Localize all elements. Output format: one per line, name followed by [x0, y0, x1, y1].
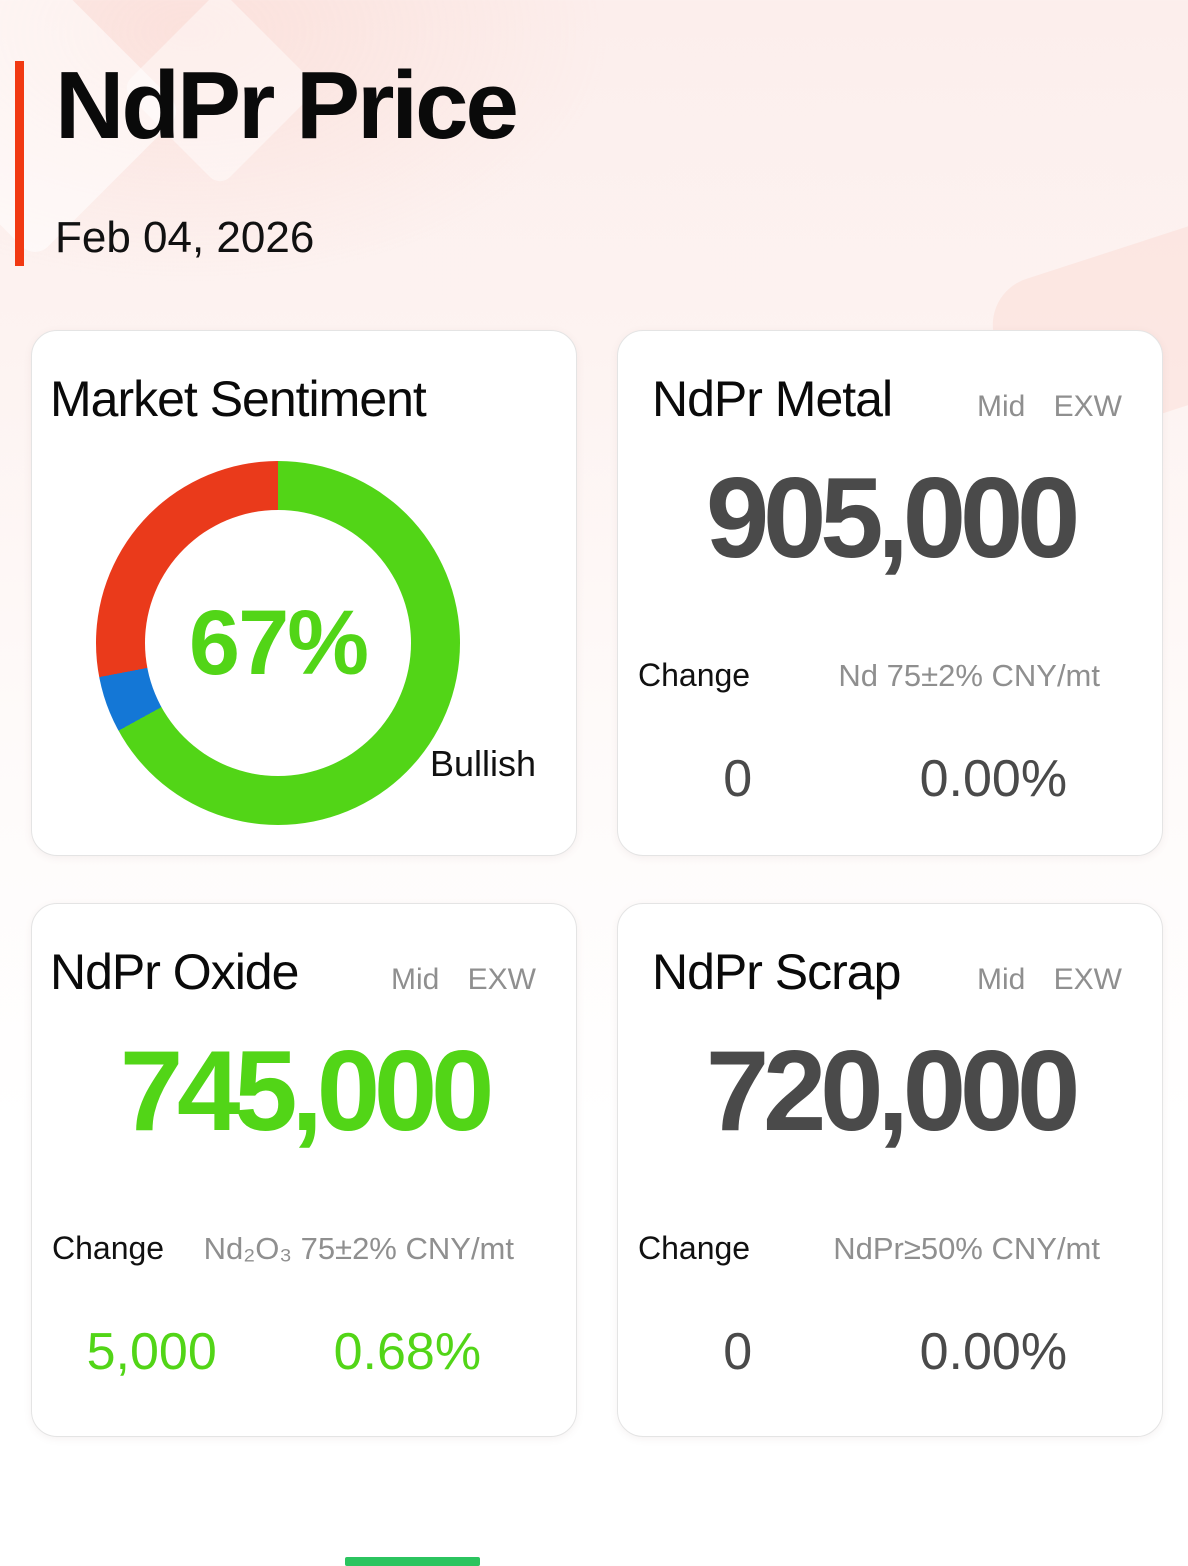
price-value: 720,000 [705, 1028, 1080, 1155]
change-percent: 0.00% [919, 750, 1068, 808]
change-value: 5,000 [86, 1323, 217, 1381]
product-spec: Nd₂O₃ 75±2% CNY/mt [203, 1231, 514, 1266]
tag-exw: EXW [1053, 963, 1122, 996]
card-header: NdPr Oxide Mid EXW [32, 942, 576, 1002]
card-title: NdPr Oxide [50, 944, 299, 1000]
change-row: Change Nd 75±2% CNY/mt [618, 657, 1162, 694]
change-percent: 0.68% [333, 1323, 482, 1381]
page-date: Feb 04, 2026 [55, 213, 315, 262]
card-header: NdPr Scrap Mid EXW [618, 942, 1162, 1002]
product-spec: Nd 75±2% CNY/mt [838, 658, 1100, 693]
sentiment-percentage: 67% [188, 591, 369, 694]
price-type-tags: Mid EXW [977, 390, 1122, 424]
accent-bar [15, 61, 24, 266]
market-sentiment-card: Market Sentiment 67% Bullish [31, 330, 577, 856]
tag-exw: EXW [1053, 390, 1122, 423]
change-value: 0 [723, 1323, 753, 1381]
ndpr-oxide-card: NdPr Oxide Mid EXW 745,000 Change Nd₂O₃ … [31, 903, 577, 1437]
change-row: Change Nd₂O₃ 75±2% CNY/mt [32, 1230, 576, 1267]
product-spec: NdPr≥50% CNY/mt [833, 1231, 1100, 1266]
tag-mid: Mid [390, 963, 440, 996]
change-value: 0 [723, 750, 753, 808]
price-value: 745,000 [119, 1028, 494, 1155]
change-label: Change [638, 1230, 751, 1266]
card-title: Market Sentiment [50, 371, 427, 427]
ndpr-scrap-card: NdPr Scrap Mid EXW 720,000 Change NdPr≥5… [617, 903, 1163, 1437]
tag-mid: Mid [976, 963, 1026, 996]
price-type-tags: Mid EXW [391, 963, 536, 997]
bottom-progress-bar [345, 1557, 480, 1566]
donut-hole: 67% [145, 510, 411, 776]
change-label: Change [638, 657, 751, 693]
card-title: NdPr Metal [652, 371, 893, 427]
price-value: 905,000 [705, 455, 1080, 582]
change-row: Change NdPr≥50% CNY/mt [618, 1230, 1162, 1267]
tag-exw: EXW [467, 963, 536, 996]
page-title: NdPr Price [55, 52, 519, 159]
tag-mid: Mid [976, 390, 1026, 423]
ndpr-metal-card: NdPr Metal Mid EXW 905,000 Change Nd 75±… [617, 330, 1163, 856]
change-label: Change [52, 1230, 165, 1266]
change-percent: 0.00% [919, 1323, 1068, 1381]
card-header: NdPr Metal Mid EXW [618, 369, 1162, 429]
card-header: Market Sentiment [32, 369, 576, 429]
sentiment-donut-chart: 67% [96, 461, 460, 825]
price-type-tags: Mid EXW [977, 963, 1122, 997]
sentiment-annotation: Bullish [430, 743, 537, 784]
card-title: NdPr Scrap [652, 944, 901, 1000]
